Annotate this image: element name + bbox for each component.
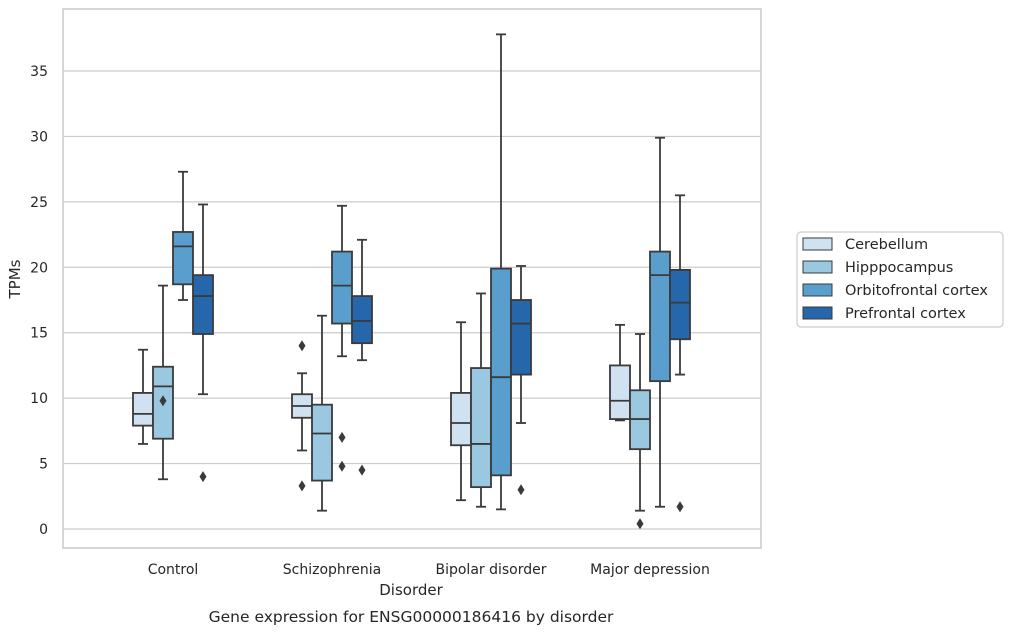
- x-tick-label-schizophrenia: Schizophrenia: [283, 562, 381, 578]
- box-body: [311, 403, 333, 482]
- x-tick-label-major-depression: Major depression: [590, 562, 710, 578]
- box-cerebellum-control: [132, 348, 154, 445]
- outlier-point: [338, 460, 346, 472]
- outlier-point: [338, 431, 346, 443]
- legend-swatch-hipppocampus: [802, 260, 833, 274]
- legend-swatch-orbitofrontal-cortex: [802, 283, 833, 297]
- box-body: [132, 392, 154, 427]
- box-orbitofrontal-cortex-schizophrenia: [331, 204, 353, 472]
- legend-label-prefrontal-cortex: Prefrontal cortex: [845, 306, 966, 322]
- y-tick-label-30: 30: [30, 129, 48, 145]
- y-tick-label-25: 25: [30, 195, 48, 211]
- series-cerebellum: [132, 321, 631, 502]
- legend-swatch-cerebellum: [802, 237, 833, 251]
- series-hipppocampus: [152, 284, 651, 530]
- box-orbitofrontal-cortex-control: [172, 170, 194, 301]
- legend-swatch-prefrontal-cortex: [802, 306, 833, 320]
- box-body: [351, 295, 373, 345]
- y-tick-label-35: 35: [30, 64, 48, 80]
- box-hipppocampus-bipolar-disorder: [470, 292, 492, 508]
- box-body: [192, 274, 214, 335]
- outlier-point: [358, 464, 366, 476]
- box-hipppocampus-schizophrenia: [311, 314, 333, 512]
- outlier-point: [636, 518, 644, 530]
- box-body: [510, 299, 532, 376]
- box-cerebellum-schizophrenia: [291, 340, 313, 492]
- x-tick-label-bipolar-disorder: Bipolar disorder: [435, 562, 546, 578]
- box-prefrontal-cortex-control: [192, 203, 214, 483]
- box-orbitofrontal-cortex-major-depression: [649, 136, 671, 508]
- y-tick-label-5: 5: [39, 457, 48, 473]
- box-body: [490, 267, 512, 477]
- box-body: [609, 364, 631, 420]
- outlier-point: [159, 395, 167, 407]
- box-body: [450, 392, 472, 447]
- legend: Cerebellum Hipppocampus Orbitofrontal cort…: [796, 231, 1004, 328]
- box-prefrontal-cortex-major-depression: [669, 194, 691, 513]
- legend-label-orbitofrontal-cortex: Orbitofrontal cortex: [845, 283, 988, 299]
- outlier-point: [298, 340, 306, 352]
- y-axis-ticks: 0 5 10 15 20 25 30 35: [30, 64, 48, 538]
- x-axis-title: Disorder: [379, 581, 443, 599]
- y-tick-label-10: 10: [30, 391, 48, 407]
- box-cerebellum-major-depression: [609, 323, 631, 422]
- box-series-group: [132, 33, 691, 530]
- box-prefrontal-cortex-schizophrenia: [351, 238, 373, 476]
- box-prefrontal-cortex-bipolar-disorder: [510, 265, 532, 496]
- box-body: [331, 250, 353, 325]
- y-axis-title: TPMs: [6, 259, 24, 299]
- x-tick-label-control: Control: [148, 562, 199, 578]
- series-prefrontal-cortex: [192, 194, 691, 513]
- chart-caption: Gene expression for ENSG00000186416 by d…: [209, 608, 614, 626]
- legend-label-hipppocampus: Hipppocampus: [845, 260, 953, 276]
- box-body: [470, 367, 492, 489]
- series-orbitofrontal-cortex: [172, 33, 671, 511]
- box-body: [649, 250, 671, 383]
- legend-label-cerebellum: Cerebellum: [845, 237, 928, 253]
- y-tick-label-15: 15: [30, 326, 48, 342]
- box-hipppocampus-control: [152, 284, 174, 481]
- x-axis-ticks: Control Schizophrenia Bipolar disorder Majo…: [148, 562, 710, 578]
- outlier-point: [676, 501, 684, 513]
- outlier-point: [298, 480, 306, 492]
- outlier-point: [517, 484, 525, 496]
- box-orbitofrontal-cortex-bipolar-disorder: [490, 33, 512, 511]
- plot-area-frame: [62, 8, 762, 549]
- box-hipppocampus-major-depression: [629, 333, 651, 530]
- y-tick-label-20: 20: [30, 260, 48, 276]
- legend-frame: [796, 231, 1004, 328]
- outlier-point: [199, 471, 207, 483]
- box-body: [669, 269, 691, 341]
- box-body: [172, 231, 194, 286]
- box-cerebellum-bipolar-disorder: [450, 321, 472, 502]
- y-tick-label-0: 0: [39, 522, 48, 538]
